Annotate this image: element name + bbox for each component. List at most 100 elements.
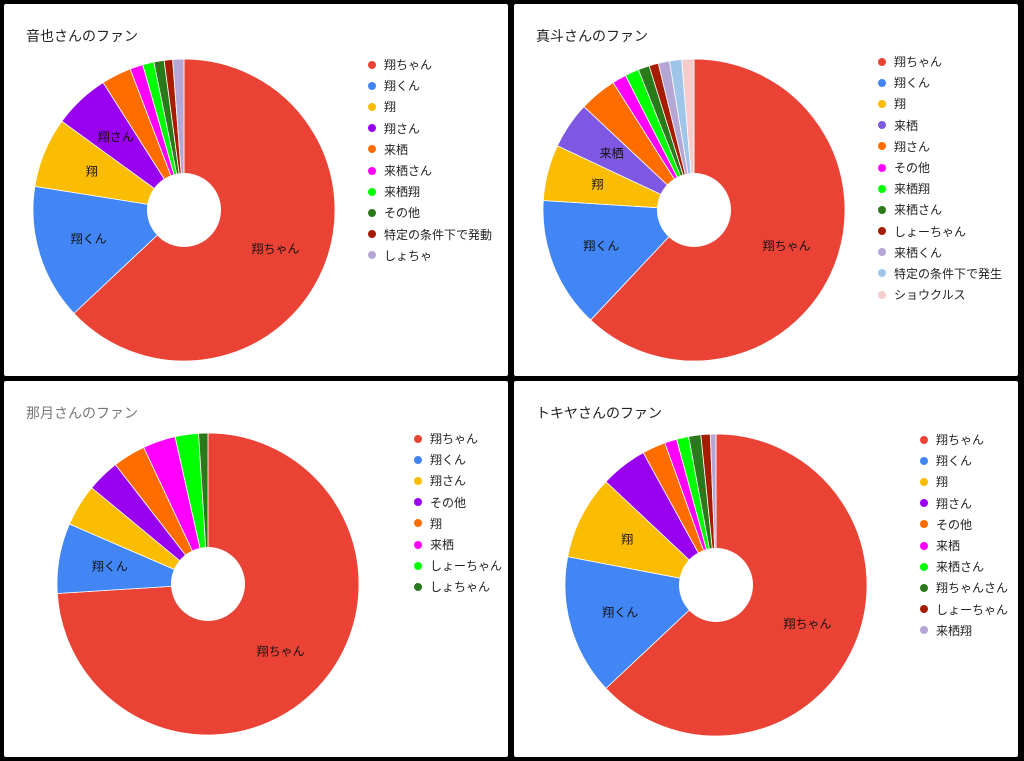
legend-item[interactable]: 翔くん [368,75,492,96]
legend-item[interactable]: 翔 [414,513,502,534]
legend-label: その他 [384,206,421,221]
legend-item[interactable]: その他 [920,514,1008,535]
legend-item[interactable]: 翔くん [920,450,1008,471]
legend-item[interactable]: 来栖さん [368,160,492,181]
legend-swatch [878,142,886,151]
legend-item[interactable]: 来栖 [920,535,1008,556]
pie-slice[interactable] [32,185,185,314]
legend-item[interactable]: 来栖さん [920,556,1008,577]
legend-swatch [368,251,376,260]
legend-label: 来栖 [894,118,919,133]
legend-item[interactable]: 翔ちゃん [368,54,492,75]
donut-hole [679,548,753,622]
pie-chart: 翔ちゃん 翔くん 翔 [564,433,868,737]
legend-label: 翔くん [936,454,973,469]
legend-item[interactable]: 翔ちゃん [920,429,1008,450]
legend-label: 翔ちゃん [384,58,433,73]
chart-panel-tokiya: トキヤさんのファン 翔ちゃん 翔くん翔 翔ちゃん 翔くん翔翔さん その他 来栖 来栖さん翔… [514,381,1018,757]
slice-label: 翔くん [92,559,128,573]
legend-item[interactable]: 特定の条件下で発動 [368,224,492,245]
legend-swatch [920,562,928,571]
pie-slice[interactable] [172,58,185,211]
legend-swatch [414,561,422,570]
legend-item[interactable]: しょーちゃん [414,555,502,576]
legend-swatch [920,499,928,508]
legend-label: 来栖 [936,539,961,554]
legend-label: 来栖 [384,142,409,157]
chart-title: 真斗さんのファン [536,29,648,45]
legend-label: しょーちゃん [430,559,503,574]
legend-label: 来栖 [430,538,455,553]
chart-legend: 翔ちゃん翔くん翔来栖翔さん その他来栖翔来栖さんしょーちゃん来栖くん 特定の条件下で… [878,51,1002,305]
legend-item[interactable]: 翔さん [920,493,1008,514]
legend-item[interactable]: 翔ちゃん [878,51,1002,72]
donut-hole [657,173,731,247]
legend-item[interactable]: 翔くん [414,449,502,470]
legend-swatch [878,269,886,278]
pie-slice[interactable] [681,58,695,211]
donut-hole [171,547,245,621]
legend-swatch [878,121,886,130]
slice-label: 翔ちゃん [783,617,831,631]
legend-item[interactable]: 特定の条件下で発生 [878,263,1002,284]
legend-label: 翔ちゃん [430,432,479,447]
legend-item[interactable]: 来栖翔 [368,181,492,202]
legend-swatch [920,520,928,529]
legend-label: 来栖さん [384,164,433,179]
legend-item[interactable]: 翔ちゃん [414,428,502,449]
legend-label: しょーちゃん [894,224,967,239]
legend-item[interactable]: その他 [878,157,1002,178]
legend-item[interactable]: 来栖くん [878,242,1002,263]
legend-item[interactable]: 翔さん [878,136,1002,157]
slice-label: 来栖 [600,145,624,160]
legend-item[interactable]: その他 [368,202,492,223]
legend-item[interactable]: しょーちゃん [920,599,1008,620]
legend-label: 翔ちゃん [894,55,943,70]
pie-chart: 翔ちゃん 翔くん 翔 来栖 [542,58,846,362]
legend-item[interactable]: 翔くん [878,72,1002,93]
legend-swatch [920,583,928,592]
legend-label: 翔 [936,475,949,490]
legend-item[interactable]: しょちゃん [414,576,502,597]
legend-item[interactable]: 翔 [368,96,492,117]
legend-item[interactable]: 来栖 [414,534,502,555]
legend-item[interactable]: 来栖 [368,139,492,160]
slice-label: 翔くん [583,239,619,253]
legend-swatch [368,230,376,239]
legend-item[interactable]: 翔 [920,471,1008,492]
legend-label: 来栖さん [894,203,943,218]
legend-item[interactable]: 翔さん [368,118,492,139]
legend-item[interactable]: 翔 [878,93,1002,114]
pie-slice[interactable] [709,433,717,586]
legend-swatch [414,455,422,464]
legend-item[interactable]: 翔ちゃんさん [920,577,1008,598]
legend-item[interactable]: しょちゃ [368,245,492,266]
legend-item[interactable]: 来栖翔 [878,178,1002,199]
legend-item[interactable]: 翔さん [414,470,502,491]
slice-label: 翔 [591,178,603,192]
legend-item[interactable]: 来栖翔 [920,620,1008,641]
pie-slice[interactable] [542,200,695,321]
legend-label: 翔くん [430,453,467,468]
legend-swatch [414,519,422,528]
legend-item[interactable]: ショウクルス [878,284,1002,305]
legend-label: 来栖翔 [936,623,973,638]
legend-item[interactable]: その他 [414,492,502,513]
legend-item[interactable]: しょーちゃん [878,221,1002,242]
legend-label: しょーちゃん [936,602,1009,617]
legend-item[interactable]: 来栖さん [878,199,1002,220]
chart-legend: 翔ちゃん翔くん翔翔さん来栖来栖さん来栖翔その他特定の条件下で発動 しょちゃ [368,54,492,266]
legend-swatch [878,78,886,87]
legend-swatch [920,541,928,550]
legend-swatch [368,208,376,217]
legend-item[interactable]: 来栖 [878,115,1002,136]
legend-label: しょちゃん [430,580,491,595]
legend-swatch [878,184,886,193]
pie-slice[interactable] [567,481,718,586]
chart-legend: 翔ちゃん翔くん翔さん その他翔来栖しょーちゃん しょちゃん [414,428,502,598]
legend-swatch [878,163,886,172]
pie-slice[interactable] [198,432,209,585]
legend-label: 来栖翔 [894,182,931,197]
pie-slice[interactable] [564,556,717,689]
legend-swatch [878,205,886,214]
